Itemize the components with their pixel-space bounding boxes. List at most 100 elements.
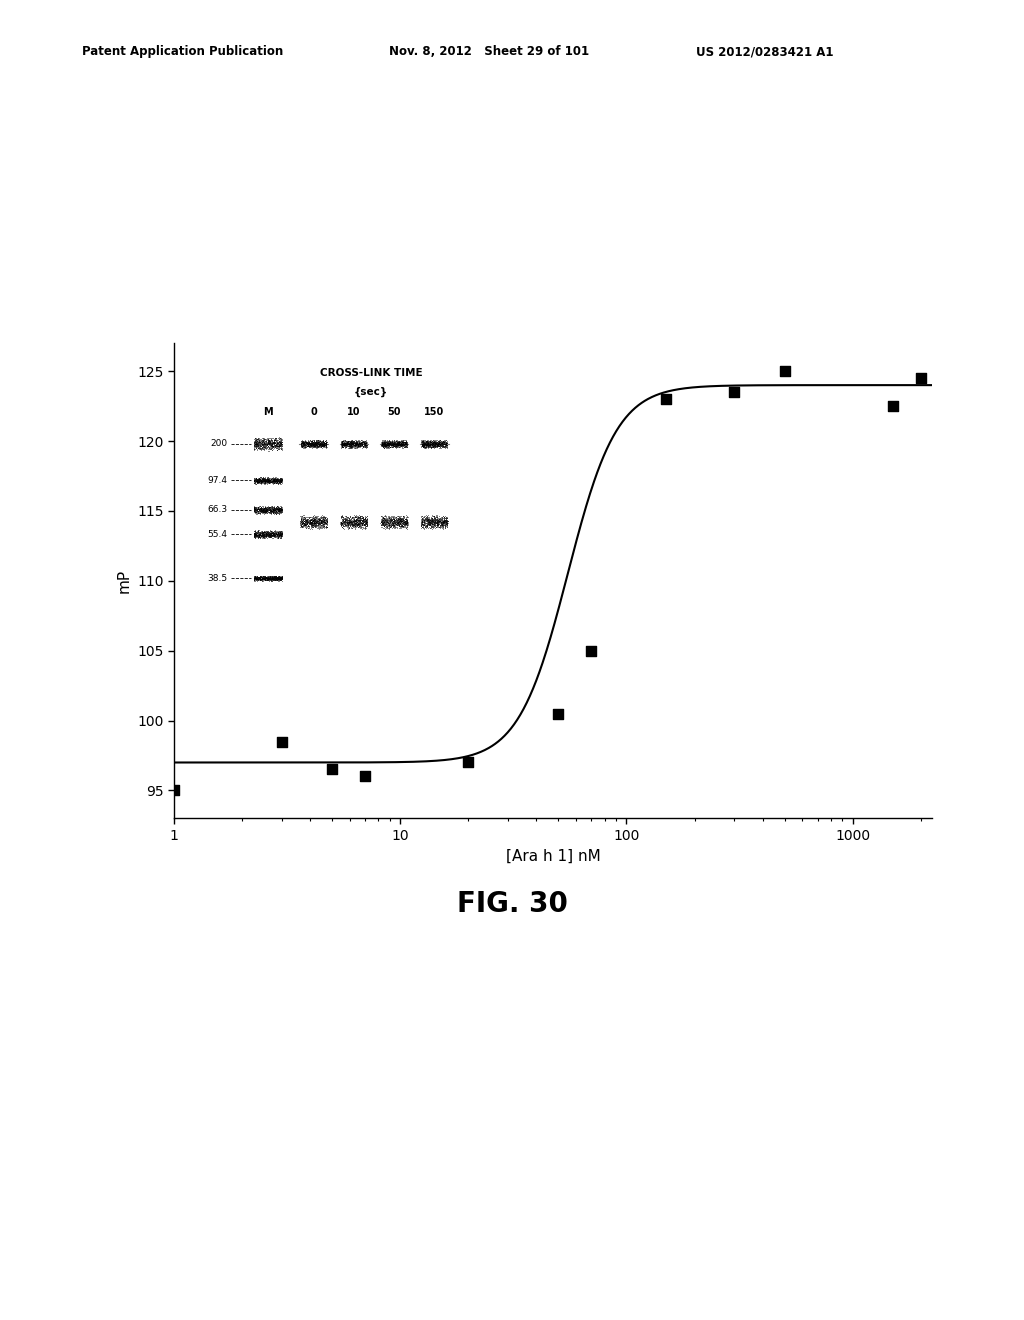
Point bbox=[430, 434, 446, 455]
Point bbox=[268, 440, 285, 461]
Point bbox=[246, 496, 262, 517]
Point bbox=[303, 434, 319, 455]
Point bbox=[377, 513, 393, 535]
Point bbox=[273, 430, 290, 451]
Point bbox=[313, 511, 330, 532]
Point bbox=[376, 430, 392, 451]
Point bbox=[374, 507, 390, 528]
Point bbox=[377, 434, 393, 455]
Point bbox=[252, 527, 268, 548]
Point bbox=[357, 510, 374, 531]
Point bbox=[349, 511, 366, 532]
Point bbox=[253, 525, 269, 546]
Point bbox=[353, 432, 370, 453]
Point bbox=[424, 430, 440, 451]
Point bbox=[348, 430, 365, 451]
Point bbox=[313, 510, 330, 531]
Point bbox=[399, 512, 416, 533]
Point bbox=[429, 437, 445, 458]
Point bbox=[393, 508, 410, 529]
Point bbox=[311, 508, 328, 529]
Point bbox=[260, 565, 276, 586]
Point bbox=[344, 436, 360, 457]
Point bbox=[437, 432, 454, 453]
Point bbox=[348, 430, 365, 451]
Point bbox=[349, 433, 366, 454]
Point bbox=[264, 499, 281, 520]
Point bbox=[256, 521, 272, 543]
Point bbox=[307, 513, 324, 535]
Point bbox=[414, 513, 430, 535]
Point bbox=[295, 430, 311, 451]
Point bbox=[334, 433, 350, 454]
Point bbox=[354, 513, 371, 535]
Point bbox=[317, 437, 334, 458]
Point bbox=[264, 436, 281, 457]
Point bbox=[374, 513, 390, 535]
Point bbox=[317, 513, 334, 535]
Point bbox=[437, 433, 454, 454]
Point bbox=[248, 428, 264, 449]
Point bbox=[393, 511, 410, 532]
Point bbox=[307, 512, 324, 533]
Point bbox=[380, 433, 396, 454]
Point bbox=[268, 471, 285, 492]
Point bbox=[273, 568, 290, 589]
Point bbox=[357, 429, 374, 450]
Point bbox=[336, 513, 352, 535]
Point bbox=[256, 525, 272, 546]
Point bbox=[296, 434, 312, 455]
Point bbox=[249, 565, 265, 586]
Point bbox=[428, 433, 444, 454]
Point bbox=[423, 430, 439, 451]
Point bbox=[337, 432, 353, 453]
Point bbox=[261, 499, 278, 520]
Point bbox=[314, 507, 331, 528]
Point bbox=[269, 568, 286, 589]
Point bbox=[384, 512, 400, 533]
Point bbox=[256, 428, 272, 449]
Point bbox=[272, 525, 289, 546]
Point bbox=[304, 434, 321, 455]
Point bbox=[435, 511, 452, 532]
Point bbox=[431, 517, 447, 539]
Point bbox=[387, 506, 403, 527]
Point bbox=[259, 566, 275, 587]
Point bbox=[433, 513, 450, 535]
Point bbox=[258, 528, 274, 549]
Point bbox=[252, 471, 268, 492]
Point bbox=[431, 433, 447, 454]
Point bbox=[248, 524, 264, 545]
Point bbox=[271, 523, 288, 544]
Point bbox=[426, 512, 442, 533]
Point bbox=[333, 512, 349, 533]
Point bbox=[273, 566, 290, 587]
Point bbox=[301, 510, 317, 531]
Point bbox=[248, 467, 264, 488]
Point bbox=[425, 433, 441, 454]
Point bbox=[389, 512, 406, 533]
Point bbox=[254, 500, 270, 521]
Point bbox=[358, 437, 375, 458]
Point bbox=[269, 499, 286, 520]
Point bbox=[393, 433, 410, 454]
Point bbox=[267, 566, 284, 587]
Point bbox=[376, 432, 392, 453]
Point bbox=[250, 471, 266, 492]
Point bbox=[305, 433, 322, 454]
Point bbox=[420, 517, 436, 539]
Point bbox=[317, 433, 334, 454]
Point bbox=[430, 515, 446, 536]
Point bbox=[261, 433, 278, 454]
Point bbox=[378, 432, 394, 453]
Point bbox=[253, 499, 269, 520]
Point bbox=[260, 429, 276, 450]
Point bbox=[359, 510, 376, 531]
Point bbox=[311, 434, 328, 455]
Point bbox=[303, 436, 319, 457]
Point bbox=[255, 471, 271, 492]
Point bbox=[312, 433, 329, 454]
Point bbox=[392, 510, 409, 531]
Point bbox=[247, 569, 263, 590]
Point bbox=[385, 516, 401, 537]
